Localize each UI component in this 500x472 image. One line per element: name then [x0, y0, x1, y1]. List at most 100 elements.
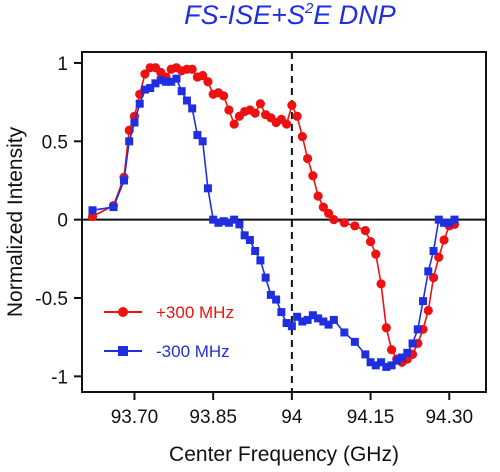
chart-title-part: FS-ISE+S — [184, 0, 305, 30]
data-point-0 — [282, 119, 292, 129]
data-point-1 — [408, 339, 417, 348]
data-point-1 — [219, 217, 228, 226]
data-point-1 — [240, 231, 249, 240]
data-point-1 — [256, 256, 265, 265]
data-point-0 — [308, 171, 318, 181]
data-point-1 — [214, 218, 223, 227]
data-point-1 — [419, 297, 428, 306]
data-point-1 — [209, 215, 218, 224]
data-point-1 — [366, 358, 375, 367]
data-point-1 — [424, 267, 433, 276]
x-tick-label: 93.85 — [189, 407, 237, 428]
series-line-0 — [92, 66, 455, 364]
plot-frame — [81, 51, 487, 393]
x-tick-label: 94.15 — [347, 407, 395, 428]
legend-marker-minus300 — [118, 346, 128, 356]
data-point-1 — [450, 215, 459, 224]
legend-marker-plus300 — [118, 307, 128, 317]
y-tick-label: 0 — [57, 211, 68, 232]
plot-area: 93.70 93.85 94 94.15 94.30 1 0.5 0 -0.5 -1 — [35, 52, 486, 428]
data-point-1 — [434, 215, 443, 224]
data-point-0 — [360, 226, 370, 236]
y-tick-label: 1 — [57, 54, 68, 75]
data-point-1 — [151, 79, 160, 88]
data-point-1 — [303, 315, 312, 324]
data-point-1 — [230, 215, 239, 224]
data-point-1 — [188, 104, 197, 113]
legend: +300 MHz -300 MHz — [104, 303, 234, 361]
data-point-0 — [329, 215, 339, 225]
data-point-1 — [266, 290, 275, 299]
chart-title-superscript: 2 — [304, 0, 314, 17]
data-point-1 — [177, 87, 186, 96]
x-tick-label: 94 — [281, 407, 303, 428]
data-point-1 — [172, 74, 181, 83]
data-point-1 — [88, 206, 97, 215]
data-point-1 — [146, 84, 155, 93]
data-point-1 — [308, 311, 317, 320]
data-point-0 — [323, 208, 334, 218]
data-point-0 — [187, 64, 197, 74]
data-point-1 — [329, 315, 338, 324]
data-point-1 — [319, 317, 328, 326]
data-point-1 — [282, 319, 291, 328]
data-point-1 — [125, 137, 134, 146]
data-point-1 — [293, 312, 302, 321]
y-tick-label: -1 — [51, 367, 68, 388]
data-point-1 — [314, 314, 323, 323]
data-point-1 — [156, 76, 165, 85]
data-point-0 — [350, 221, 360, 231]
y-tick-label: 0.5 — [42, 132, 68, 153]
data-point-1 — [251, 246, 260, 255]
data-point-0 — [365, 236, 376, 247]
legend-label-minus300: -300 MHz — [156, 342, 230, 361]
data-point-1 — [198, 137, 207, 146]
data-point-0 — [250, 108, 260, 118]
data-point-0 — [255, 99, 265, 109]
x-axis-label: Center Frequency (GHz) — [169, 443, 399, 466]
data-point-1 — [119, 176, 128, 185]
legend-label-plus300: +300 MHz — [156, 303, 234, 322]
data-point-0 — [376, 279, 386, 289]
data-point-1 — [140, 85, 149, 94]
data-point-1 — [324, 320, 333, 329]
data-point-0 — [303, 153, 313, 164]
y-axis-label: Normalized Intensity — [4, 126, 27, 317]
x-tick-label: 93.70 — [111, 407, 159, 428]
data-point-0 — [140, 69, 150, 79]
data-point-1 — [203, 184, 212, 193]
data-point-0 — [423, 305, 433, 316]
data-point-1 — [277, 308, 286, 317]
data-point-1 — [440, 218, 449, 227]
data-point-1 — [298, 317, 307, 326]
data-point-1 — [130, 118, 139, 127]
data-point-1 — [413, 325, 422, 334]
data-point-0 — [318, 202, 328, 212]
data-point-1 — [272, 295, 281, 304]
data-point-0 — [203, 77, 213, 87]
data-point-0 — [292, 111, 302, 121]
data-point-1 — [109, 203, 118, 212]
data-point-1 — [224, 218, 233, 227]
chart-title-part: E DNP — [313, 0, 396, 30]
data-point-1 — [167, 77, 176, 86]
x-tick-label: 94.30 — [425, 407, 473, 428]
chart-title: FS-ISE+S2E DNP — [184, 0, 396, 30]
data-point-1 — [340, 328, 349, 337]
data-point-1 — [403, 348, 412, 357]
data-point-1 — [287, 322, 296, 331]
data-point-1 — [377, 358, 386, 367]
data-point-1 — [245, 236, 254, 245]
data-point-1 — [193, 131, 202, 140]
data-point-1 — [235, 220, 244, 229]
data-point-0 — [219, 91, 229, 101]
data-point-0 — [229, 119, 239, 129]
data-point-1 — [350, 337, 359, 346]
data-point-0 — [224, 105, 234, 115]
data-point-1 — [135, 99, 144, 108]
data-point-1 — [261, 273, 270, 282]
data-point-1 — [382, 362, 391, 371]
data-point-0 — [339, 218, 349, 228]
data-point-0 — [381, 323, 391, 333]
data-point-1 — [445, 218, 454, 227]
